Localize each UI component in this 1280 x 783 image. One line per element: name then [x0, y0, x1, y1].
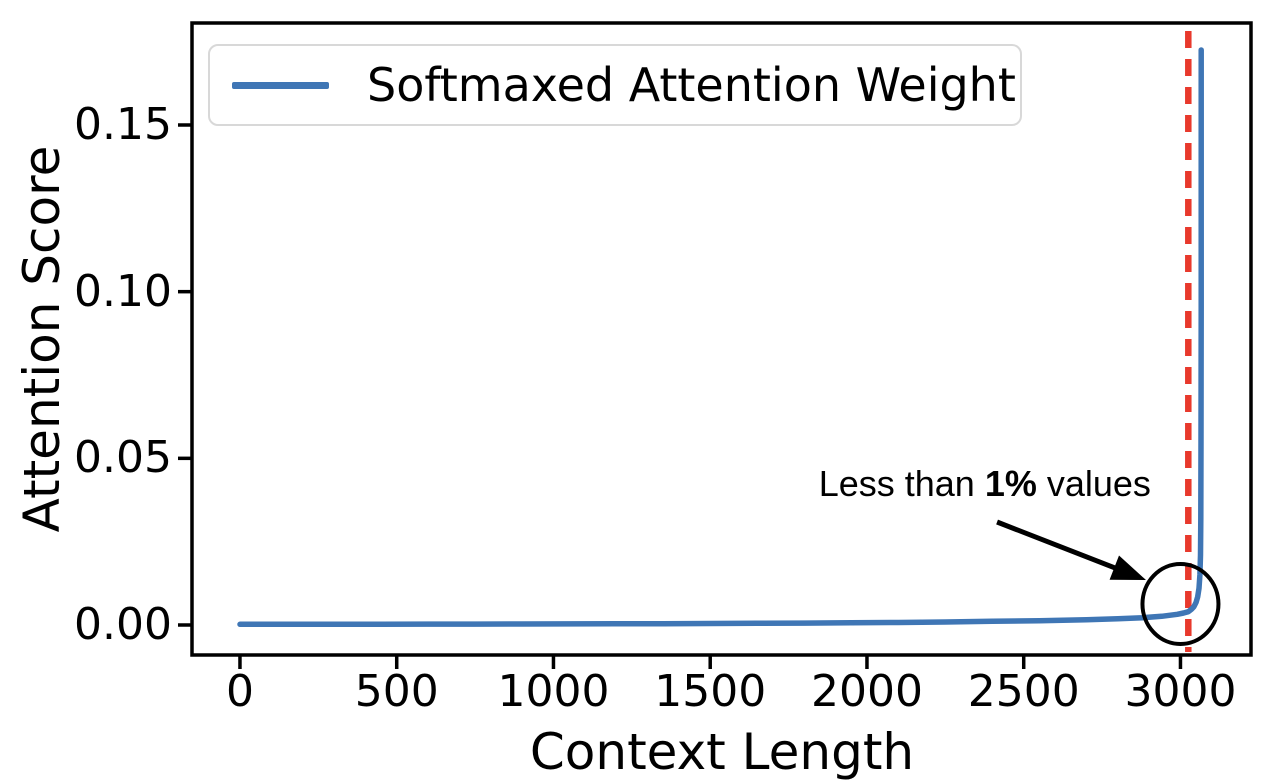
annotation-arrow-shaft [996, 519, 1125, 574]
x-tick-label: 1500 [654, 666, 767, 717]
annotation-text: Less than 1% values [819, 463, 1151, 505]
x-tick-label: 1000 [497, 666, 610, 717]
attention-curve [237, 47, 1204, 628]
legend: Softmaxed Attention Weight [208, 44, 1022, 126]
x-tick-label: 3000 [1124, 666, 1237, 717]
plot-frame [190, 21, 1253, 657]
y-tick-label: 0.15 [74, 99, 172, 150]
annotation-prefix: Less than [818, 463, 985, 504]
y-tick-label: 0.10 [74, 265, 172, 317]
y-tick-label: 0.00 [74, 599, 172, 650]
x-tick-label: 0 [225, 666, 254, 717]
x-tick-label: 500 [354, 666, 439, 717]
legend-line-swatch [232, 81, 329, 89]
annotation-suffix: values [1036, 463, 1151, 504]
legend-label: Softmaxed Attention Weight [367, 58, 1016, 112]
x-axis-label: Context Length [529, 723, 915, 781]
highlight-circle [1140, 562, 1221, 646]
x-tick-label: 2000 [810, 666, 923, 717]
y-tick-label: 0.05 [74, 432, 172, 484]
annotation-bold: 1% [984, 463, 1037, 504]
annotation-arrow-head [1109, 555, 1146, 580]
x-tick-label: 2500 [967, 666, 1080, 717]
